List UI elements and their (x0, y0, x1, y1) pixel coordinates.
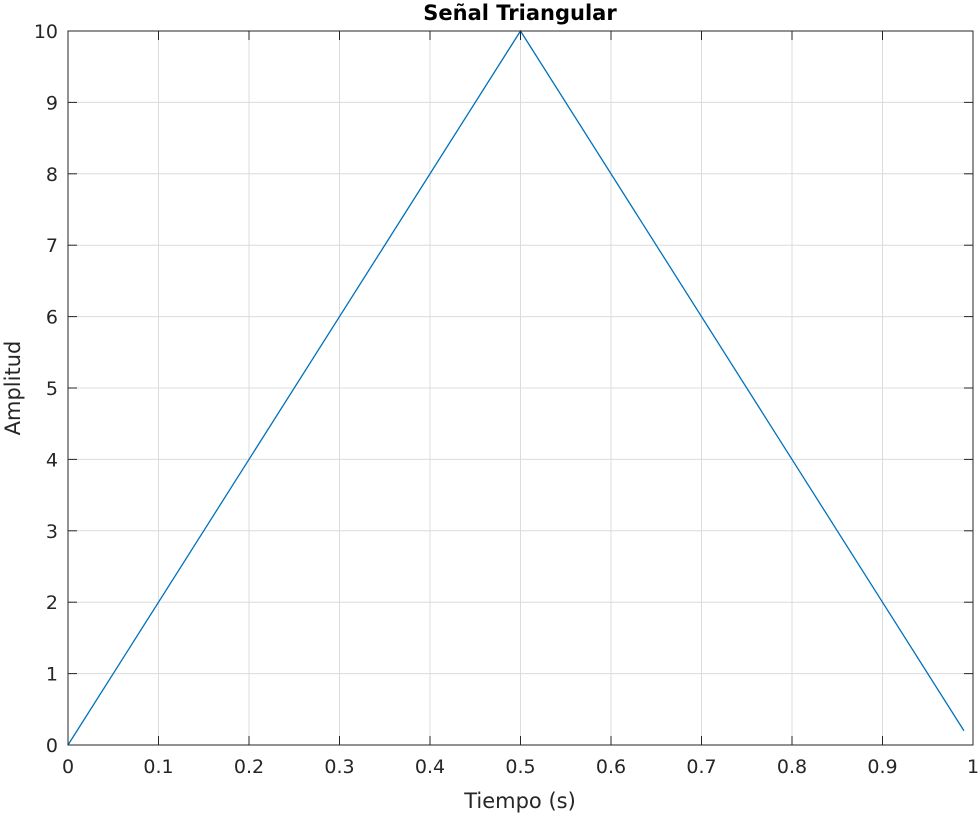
chart-title: Señal Triangular (423, 1, 617, 25)
x-tick-label: 0.7 (686, 756, 716, 778)
x-tick-label: 1 (967, 756, 979, 778)
y-tick-label: 8 (46, 164, 58, 186)
x-tick-label: 0.3 (324, 756, 354, 778)
y-tick-label: 0 (46, 735, 58, 757)
x-axis-ticks: 0 0.1 0.2 0.3 0.4 0.5 0.6 0.7 0.8 0.9 1 (62, 31, 979, 778)
y-tick-label: 9 (46, 92, 58, 114)
y-tick-label: 1 (46, 664, 58, 686)
y-tick-label: 3 (46, 521, 58, 543)
x-tick-label: 0.6 (596, 756, 626, 778)
grid (68, 31, 973, 745)
x-tick-label: 0.9 (867, 756, 897, 778)
y-tick-label: 7 (46, 235, 58, 257)
x-tick-label: 0.1 (143, 756, 173, 778)
y-tick-label: 6 (46, 307, 58, 329)
x-axis-label: Tiempo (s) (463, 789, 576, 813)
y-axis-label: Amplitud (1, 341, 25, 436)
x-tick-label: 0.8 (777, 756, 807, 778)
y-tick-label: 4 (46, 449, 58, 471)
x-tick-label: 0 (62, 756, 74, 778)
y-axis-ticks: 0 1 2 3 4 5 6 7 8 9 10 (34, 21, 973, 757)
x-tick-label: 0.4 (415, 756, 445, 778)
x-tick-label: 0.5 (505, 756, 535, 778)
y-tick-label: 5 (46, 378, 58, 400)
x-tick-label: 0.2 (234, 756, 264, 778)
y-tick-label: 10 (34, 21, 58, 43)
y-tick-label: 2 (46, 592, 58, 614)
